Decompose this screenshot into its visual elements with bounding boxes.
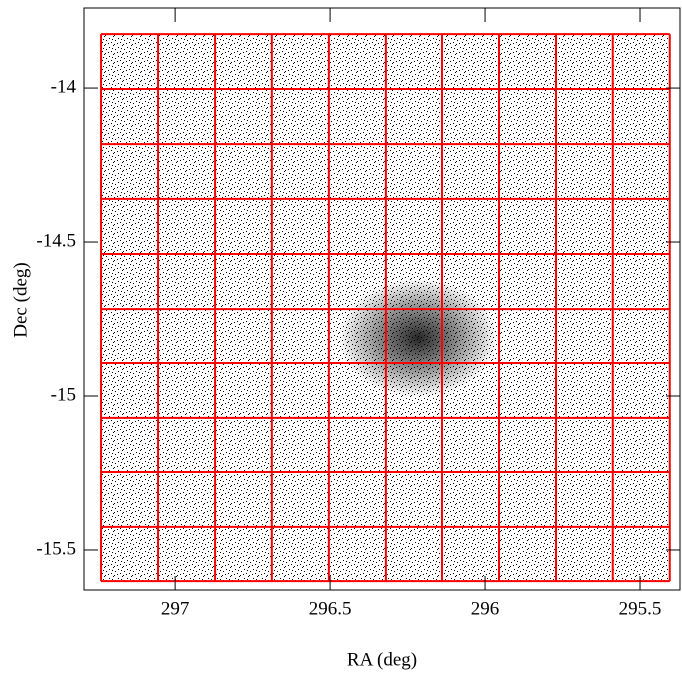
x-tick-label: 296.5 [309, 598, 352, 619]
y-tick-label: -14 [51, 76, 77, 97]
y-tick-label: -15 [51, 384, 76, 405]
y-tick-label: -15.5 [36, 538, 76, 559]
star-cluster [338, 278, 498, 398]
y-tick-label: -14.5 [36, 230, 76, 251]
y-axis-label: Dec (deg) [10, 262, 31, 337]
x-tick-label: 297 [161, 598, 190, 619]
plot-frame [83, 7, 681, 591]
x-tick-label: 296 [471, 598, 500, 619]
x-axis-label: RA (deg) [347, 649, 417, 670]
x-tick-label: 295.5 [619, 598, 662, 619]
